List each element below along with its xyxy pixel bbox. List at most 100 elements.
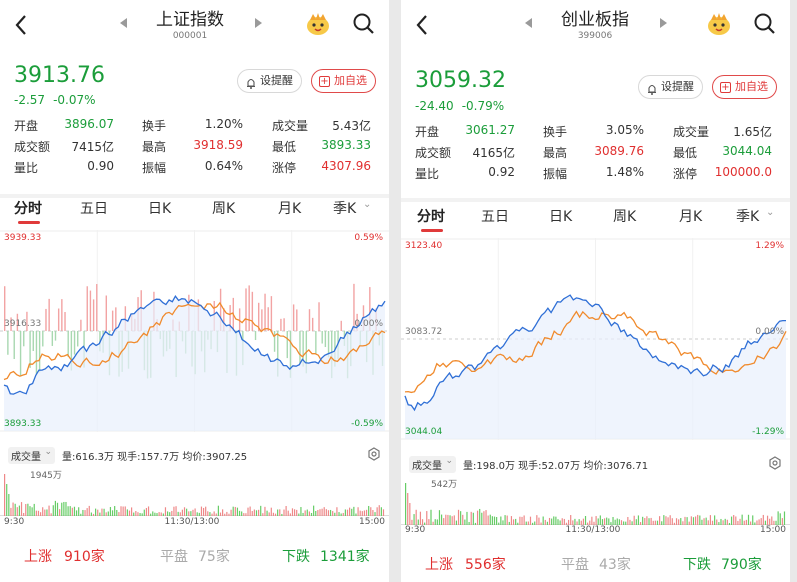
volume-bar [777, 511, 779, 525]
volume-bar [35, 510, 37, 516]
volume-bar [319, 509, 321, 516]
tab-intraday[interactable]: 分时 [417, 209, 445, 225]
bell-icon [246, 75, 256, 89]
volume-bar [466, 511, 468, 525]
tab-five-day[interactable]: 五日 [481, 209, 509, 225]
add-favorite-button[interactable]: + 加自选 [712, 75, 777, 99]
tab-daily-k[interactable]: 日K [549, 209, 573, 225]
volume-bar [315, 510, 317, 516]
volume-bar [349, 507, 351, 516]
volume-bar [512, 519, 515, 525]
volume-bar [128, 510, 131, 516]
volume-bar [597, 518, 599, 525]
tab-monthly-k[interactable]: 月K [278, 201, 302, 217]
decline-bar [321, 331, 323, 344]
advance-bar [340, 320, 342, 331]
volume-bar [733, 515, 735, 525]
volume-bar [750, 521, 752, 525]
advance-bar [245, 288, 247, 331]
market-breadth: 上涨 556家 平盘 43家 下跌 790家 [401, 549, 790, 579]
divider [401, 198, 790, 202]
volume-bar [298, 513, 300, 516]
decline-bar [289, 331, 292, 378]
advance-bar [115, 307, 117, 331]
tab-intraday[interactable]: 分时 [14, 201, 42, 217]
y-axis-top-label: 3939.33 [4, 233, 42, 243]
volume-bar [156, 513, 158, 516]
search-icon[interactable] [753, 12, 777, 36]
stat-label: 成交量 [673, 125, 710, 139]
decline-bar [324, 331, 327, 348]
back-button[interactable] [411, 10, 437, 40]
volume-bar [580, 520, 582, 525]
volume-bar [84, 510, 86, 516]
add-favorite-button[interactable]: + 加自选 [311, 69, 376, 93]
volume-bar [434, 519, 436, 525]
tab-daily-k[interactable]: 日K [148, 201, 172, 217]
volume-bar [234, 506, 236, 516]
unchanged-label: 平盘 [561, 557, 589, 573]
volume-bar [646, 516, 648, 525]
tab-monthly-k[interactable]: 月K [679, 209, 703, 225]
volume-bar [650, 517, 652, 525]
advance-bar [111, 310, 114, 331]
search-icon[interactable] [352, 12, 376, 36]
back-button[interactable] [10, 10, 36, 40]
tab-quarterly-k[interactable]: 季K [736, 209, 760, 225]
volume-bar [281, 513, 283, 516]
intraday-chart-svg [0, 230, 389, 432]
change-percent: -0.07% [53, 93, 96, 107]
volume-bar [661, 521, 663, 525]
volume-bar [669, 515, 671, 525]
volume-bar [124, 506, 126, 516]
volume-bar [483, 511, 485, 525]
volume-bar [735, 516, 737, 525]
chevron-down-icon[interactable]: ⌄ [363, 199, 372, 210]
volume-bar [479, 508, 481, 525]
volume-bar [737, 520, 739, 525]
volume-bar [209, 512, 211, 516]
volume-bar [150, 513, 152, 516]
volume-bar [46, 509, 48, 516]
volume-bar [489, 514, 491, 525]
mascot-icon[interactable] [305, 12, 331, 36]
volume-bar [637, 515, 640, 525]
volume-bar [12, 502, 14, 516]
mascot-icon[interactable] [706, 12, 732, 36]
prev-index-arrow[interactable] [120, 18, 127, 28]
tab-five-day[interactable]: 五日 [80, 201, 108, 217]
volume-bar [207, 511, 209, 516]
volume-bar [455, 520, 457, 525]
set-reminder-button[interactable]: 设提醒 [638, 75, 703, 99]
volume-bar [355, 513, 357, 516]
chevron-down-icon[interactable]: ⌄ [766, 207, 775, 218]
settings-gear-icon[interactable] [768, 456, 782, 470]
decliners-label: 下跌 [282, 549, 310, 565]
tab-quarterly-k[interactable]: 季K [333, 201, 357, 217]
volume-bar [114, 506, 116, 516]
settings-gear-icon[interactable] [367, 447, 381, 461]
stat-label: 最高 [142, 140, 167, 154]
volume-bar [317, 510, 319, 516]
indicator-select[interactable]: 成交量 ⌄ [8, 447, 55, 464]
set-reminder-button[interactable]: 设提醒 [237, 69, 302, 93]
volume-bar [595, 516, 597, 525]
volume-bar [451, 516, 453, 525]
tab-weekly-k[interactable]: 周K [212, 201, 236, 217]
next-index-arrow[interactable] [255, 18, 262, 28]
volume-bar [593, 521, 595, 525]
tab-weekly-k[interactable]: 周K [613, 209, 637, 225]
volume-bar [101, 508, 103, 516]
stat-value: 3061.27 [465, 123, 515, 137]
plus-icon: + [720, 82, 731, 93]
advance-bar [296, 309, 298, 331]
volume-bar [443, 518, 445, 525]
decline-bar [38, 331, 41, 373]
next-index-arrow[interactable] [660, 18, 667, 28]
index-code: 399006 [577, 31, 613, 41]
volume-bar [540, 522, 542, 525]
price-line [404, 294, 786, 412]
indicator-select[interactable]: 成交量 ⌄ [409, 456, 456, 473]
volume-bar [230, 509, 232, 516]
prev-index-arrow[interactable] [525, 18, 532, 28]
